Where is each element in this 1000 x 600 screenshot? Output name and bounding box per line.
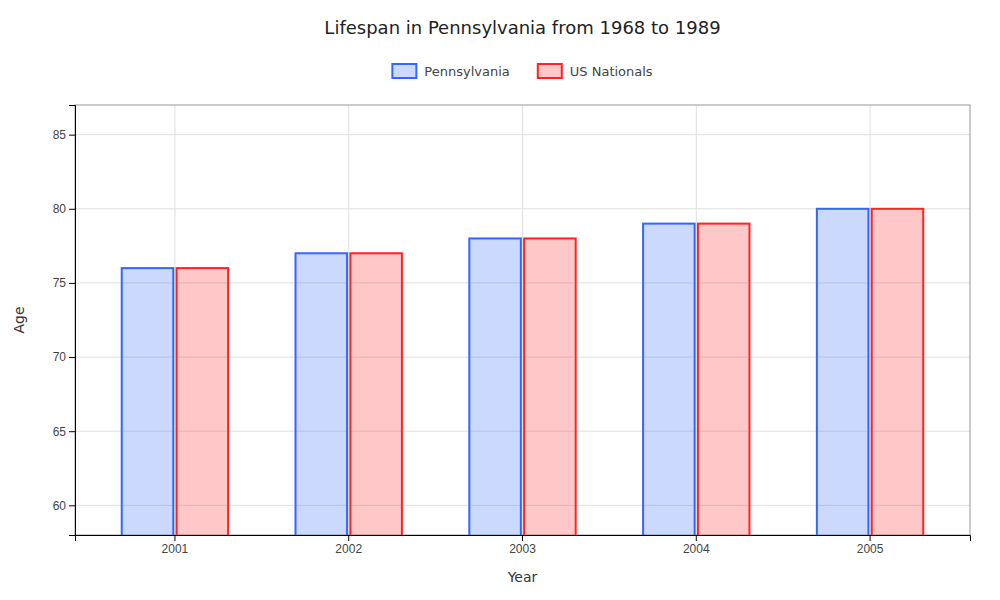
x-axis-title: Year bbox=[507, 569, 538, 585]
chart-title: Lifespan in Pennsylvania from 1968 to 19… bbox=[324, 17, 720, 38]
y-tick-label: 85 bbox=[53, 128, 67, 142]
bar bbox=[122, 268, 174, 535]
x-tick: 2005 bbox=[857, 535, 884, 556]
y-tick-mark bbox=[69, 135, 75, 136]
legend-label: Pennsylvania bbox=[424, 64, 509, 79]
x-grid-line bbox=[870, 105, 871, 535]
bar bbox=[177, 268, 229, 535]
bar bbox=[698, 224, 750, 535]
x-tick-label: 2005 bbox=[857, 542, 884, 556]
x-grid-line bbox=[522, 105, 523, 535]
x-tick-mark bbox=[522, 535, 523, 541]
x-tick-label: 2003 bbox=[509, 542, 536, 556]
x-tick-mark bbox=[696, 535, 697, 541]
legend-item: Pennsylvania bbox=[392, 64, 509, 79]
x-tick-mark bbox=[348, 535, 349, 541]
y-tick: 75 bbox=[53, 276, 75, 290]
x-tick-label: 2004 bbox=[683, 542, 710, 556]
bar bbox=[296, 253, 348, 535]
legend-item: US Nationals bbox=[538, 64, 653, 79]
y-tick-mark bbox=[69, 209, 75, 210]
y-tick: 85 bbox=[53, 128, 75, 142]
y-tick-label: 80 bbox=[53, 202, 67, 216]
legend-label: US Nationals bbox=[570, 64, 653, 79]
y-tick-mark bbox=[69, 283, 75, 284]
x-axis-line bbox=[76, 536, 971, 542]
legend: Pennsylvania US Nationals bbox=[392, 64, 652, 79]
y-axis-title: Age bbox=[11, 306, 27, 333]
x-tick: 2004 bbox=[683, 535, 710, 556]
bar bbox=[872, 209, 924, 535]
x-tick-label: 2001 bbox=[162, 542, 189, 556]
legend-swatch bbox=[392, 64, 416, 78]
bar bbox=[350, 253, 402, 535]
bars bbox=[122, 209, 924, 535]
bar bbox=[524, 238, 576, 535]
y-axis-line bbox=[69, 106, 76, 536]
y-axis: 60 65 70 75 80 85 bbox=[53, 106, 76, 536]
bar bbox=[643, 224, 695, 535]
y-tick-mark bbox=[69, 505, 75, 506]
y-tick: 60 bbox=[53, 499, 75, 513]
x-tick: 2003 bbox=[509, 535, 536, 556]
bar-series bbox=[122, 209, 869, 535]
x-tick: 2002 bbox=[335, 535, 362, 556]
x-axis: 2001 2002 2003 2004 2005 bbox=[76, 535, 971, 556]
y-tick-label: 65 bbox=[53, 425, 67, 439]
y-tick-mark bbox=[69, 431, 75, 432]
y-tick-label: 75 bbox=[53, 276, 67, 290]
bar bbox=[469, 238, 521, 535]
x-grid-line bbox=[696, 105, 697, 535]
bar bbox=[817, 209, 869, 535]
x-tick-mark bbox=[870, 535, 871, 541]
plot: 2001 2002 2003 2004 2005 60 65 70 75 80 85 bbox=[53, 105, 971, 600]
x-grid-line bbox=[174, 105, 175, 535]
y-tick: 70 bbox=[53, 350, 75, 364]
chart: 2001 2002 2003 2004 2005 60 65 70 75 80 85 Year Age L… bbox=[0, 0, 1000, 600]
bar-series bbox=[177, 209, 924, 535]
y-tick-label: 70 bbox=[53, 350, 67, 364]
x-tick-mark bbox=[174, 535, 175, 541]
x-tick-label: 2002 bbox=[335, 542, 362, 556]
legend-swatch bbox=[538, 64, 562, 78]
y-tick: 65 bbox=[53, 425, 75, 439]
x-tick: 2001 bbox=[162, 535, 189, 556]
y-tick-label: 60 bbox=[53, 499, 67, 513]
y-tick-mark bbox=[69, 357, 75, 358]
y-tick: 80 bbox=[53, 202, 75, 216]
x-grid-line bbox=[348, 105, 349, 535]
